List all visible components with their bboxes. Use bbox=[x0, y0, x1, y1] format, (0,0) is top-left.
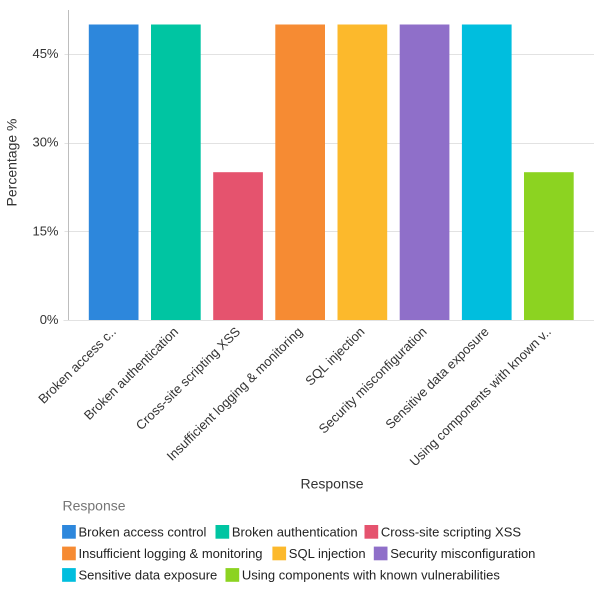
svg-text:15%: 15% bbox=[32, 223, 58, 238]
svg-text:Insufficient logging & monitor: Insufficient logging & monitoring bbox=[79, 546, 263, 561]
svg-text:Broken authentication: Broken authentication bbox=[232, 525, 358, 540]
svg-text:30%: 30% bbox=[32, 135, 58, 150]
svg-text:Security misconfiguration: Security misconfiguration bbox=[390, 546, 535, 561]
svg-text:Using components with known vu: Using components with known vulnerabilit… bbox=[242, 568, 500, 583]
svg-text:Cross-site scripting XSS: Cross-site scripting XSS bbox=[381, 525, 521, 540]
svg-text:SQL injection: SQL injection bbox=[289, 546, 366, 561]
svg-text:45%: 45% bbox=[32, 46, 58, 61]
svg-text:Percentage %: Percentage % bbox=[4, 119, 20, 207]
svg-text:Response: Response bbox=[63, 498, 126, 514]
svg-text:Sensitive data exposure: Sensitive data exposure bbox=[79, 568, 218, 583]
svg-text:Broken access control: Broken access control bbox=[79, 525, 207, 540]
svg-text:Response: Response bbox=[300, 476, 363, 492]
svg-text:0%: 0% bbox=[40, 312, 59, 327]
